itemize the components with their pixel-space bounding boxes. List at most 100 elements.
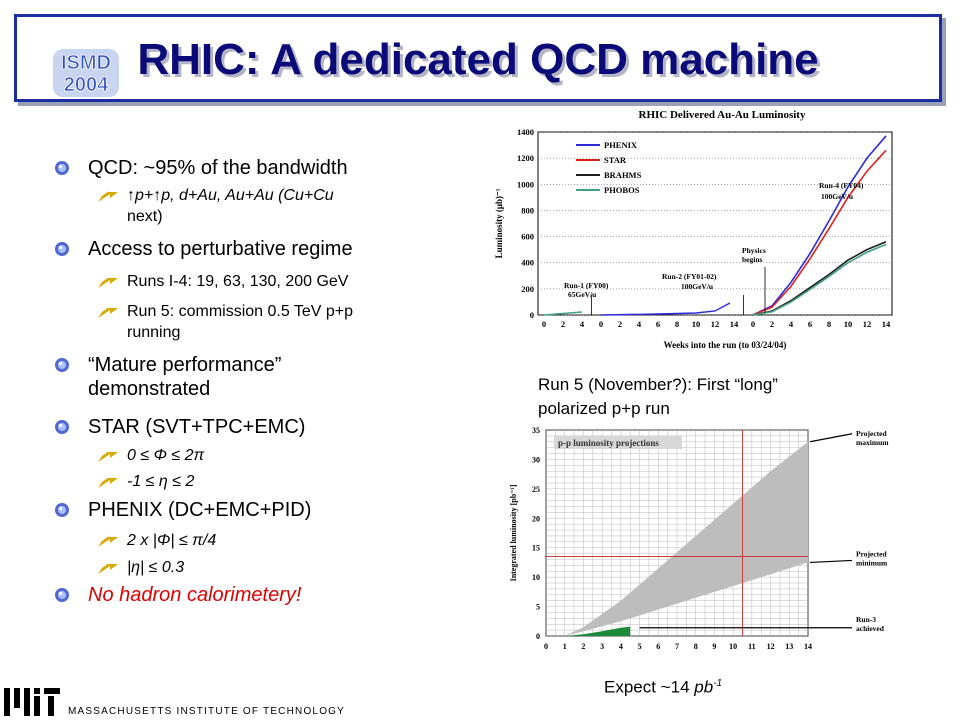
chart2-x-tick: 6: [656, 642, 660, 651]
chart2-x-tick: 2: [581, 642, 585, 651]
chart1-annotation: 65GeV/u: [568, 290, 596, 299]
chart2-annotation: maximum: [856, 438, 889, 447]
chart1-legend-star: STAR: [604, 155, 627, 165]
sub-bullet-arrow-icon: [98, 305, 118, 318]
pp-luminosity-projection-chart: p-p luminosity projections05101520253035…: [509, 426, 889, 651]
chart2-y-tick: 15: [532, 544, 540, 553]
chart2-x-tick: 13: [785, 642, 793, 651]
chart1-y-tick: 200: [521, 284, 534, 294]
chart2-projection-band: [564, 441, 808, 636]
chart2-x-tick: 7: [675, 642, 679, 651]
sub-bullet-phenix-eta: |η| ≤ 0.3: [52, 557, 492, 578]
chart2-x-tick: 14: [804, 642, 812, 651]
polarized-arrow-icon-2: ↑: [153, 187, 162, 204]
chart1-series-star: [752, 149, 887, 316]
ismd-2004-logo: ISMD 2004: [53, 49, 119, 97]
chart1-x-tick: 12: [863, 319, 872, 329]
sub-bullet-run5: Run 5: commission 0.5 TeV p+p running: [52, 301, 492, 343]
sub-bullet-star-eta: -1 ≤ η ≤ 2: [52, 471, 492, 492]
chart2-x-tick: 8: [694, 642, 698, 651]
chart2-x-tick: 10: [729, 642, 737, 651]
bullet-swirl-icon: [55, 161, 69, 175]
chart1-y-tick: 400: [521, 258, 534, 268]
sub-bullet-arrow-icon: [98, 534, 118, 547]
bullet-no-hadron: No hadron calorimetery!: [52, 583, 492, 607]
chart1-annotation: Run-4 (FY04): [819, 181, 864, 190]
chart1-x-tick: 8: [827, 319, 831, 329]
chart2-title: p-p luminosity projections: [558, 438, 659, 448]
chart2-run3-achieved-area: [564, 626, 631, 636]
chart1-y-tick: 1000: [517, 179, 534, 189]
chart1-x-tick: 8: [675, 319, 679, 329]
chart2-x-tick: 1: [563, 642, 567, 651]
chart2-y-tick: 5: [536, 603, 540, 612]
chart1-x-tick: 6: [656, 319, 660, 329]
bullet-star: STAR (SVT+TPC+EMC): [52, 415, 492, 439]
chart2-annotation: Projected: [856, 549, 888, 558]
sub-bullet-arrow-icon: [98, 449, 118, 462]
chart2-annotation: Run-3: [856, 615, 876, 624]
caption-run5: Run 5 (November?): First “long” polarize…: [538, 375, 778, 418]
sub-bullet-arrow-icon: [98, 561, 118, 574]
chart2-x-tick: 4: [619, 642, 623, 651]
bullet-swirl-icon: [55, 503, 69, 517]
chart1-title: RHIC Delivered Au-Au Luminosity: [639, 109, 806, 121]
chart1-run2-curve: [600, 302, 731, 316]
chart1-annotation: begins: [742, 255, 763, 264]
chart2-y-tick: 0: [536, 632, 540, 641]
chart1-run1-curve: [543, 311, 583, 316]
chart1-x-tick: 10: [844, 319, 853, 329]
bullet-swirl-icon: [55, 420, 69, 434]
chart1-x-tick: 2: [618, 319, 622, 329]
chart1-annotation: Run-1 (FY00): [564, 281, 609, 290]
chart1-series-phenix: [752, 135, 887, 316]
chart1-x-tick: 0: [751, 319, 755, 329]
chart1-x-tick: 4: [789, 319, 794, 329]
chart2-y-tick: 10: [532, 573, 540, 582]
chart1-y-tick: 800: [521, 205, 534, 215]
svg-text:ISMD: ISMD: [61, 52, 111, 74]
sub-bullet-phenix-phi: 2 x |Φ| ≤ π/4: [52, 530, 492, 551]
mit-logo-icon: [4, 688, 60, 716]
bullet-qcd: QCD: ~95% of the bandwidth: [52, 156, 492, 180]
bullet-mature: “Mature performance” demonstrated: [52, 353, 492, 401]
caption-expect: Expect ~14 pb-1: [604, 677, 723, 697]
bullet-swirl-icon: [55, 242, 69, 256]
chart1-x-label: Weeks into the run (to 03/24/04): [664, 340, 787, 350]
bullet-swirl-icon: [55, 588, 69, 602]
chart2-y-tick: 20: [532, 514, 540, 523]
chart1-x-tick: 14: [730, 319, 739, 329]
chart1-y-tick: 1400: [517, 127, 534, 137]
chart1-legend-phobos: PHOBOS: [604, 185, 640, 195]
chart1-legend-phenix: PHENIX: [604, 140, 638, 150]
bullet-list: QCD: ~95% of the bandwidth ↑p+↑p, d+Au, …: [52, 150, 492, 607]
bullet-swirl-icon: [55, 358, 69, 372]
sub-bullet-arrow-icon: [98, 189, 118, 202]
auau-luminosity-chart: RHIC Delivered Au-Au Luminosity 0 200 400 6 0…: [494, 109, 893, 350]
sub-bullet-runs: Runs I-4: 19, 63, 130, 200 GeV: [52, 271, 492, 292]
chart1-legend-brahms: BRAHMS: [604, 170, 642, 180]
bullet-phenix: PHENIX (DC+EMC+PID): [52, 498, 492, 522]
chart2-annotation: minimum: [856, 558, 888, 567]
chart2-title-bg: [554, 436, 682, 449]
mit-footer-text: MASSACHUSETTS INSTITUTE OF TECHNOLOGY: [68, 706, 346, 717]
chart1-x-tick: 10: [692, 319, 701, 329]
chart1-annotation: 100GeV/u: [681, 282, 713, 291]
chart1-series-phobos: [752, 243, 887, 316]
chart1-annotation: 100GeV/u: [821, 192, 853, 201]
chart2-annotation: Projected: [856, 429, 888, 438]
chart2-x-tick: 5: [638, 642, 642, 651]
chart1-annotation: Run-2 (FY01-02): [662, 272, 717, 281]
sub-bullet-collisions: ↑p+↑p, d+Au, Au+Au (Cu+Cu next): [52, 185, 492, 227]
chart1-x-tick: 0: [542, 319, 546, 329]
chart2-x-tick: 0: [544, 642, 548, 651]
sub-bullet-arrow-icon: [98, 275, 118, 288]
chart1-y-label: Luminosity (μb)⁻¹: [494, 188, 504, 258]
chart1-x-tick: 12: [711, 319, 720, 329]
chart2-x-tick: 11: [748, 642, 756, 651]
chart2-y-tick: 25: [532, 485, 540, 494]
chart2-annotation-arrow: [809, 433, 853, 443]
chart1-x-tick: 0: [599, 319, 603, 329]
chart2-annotation-arrow: [809, 559, 853, 564]
polarized-arrow-icon: ↑: [127, 187, 135, 204]
